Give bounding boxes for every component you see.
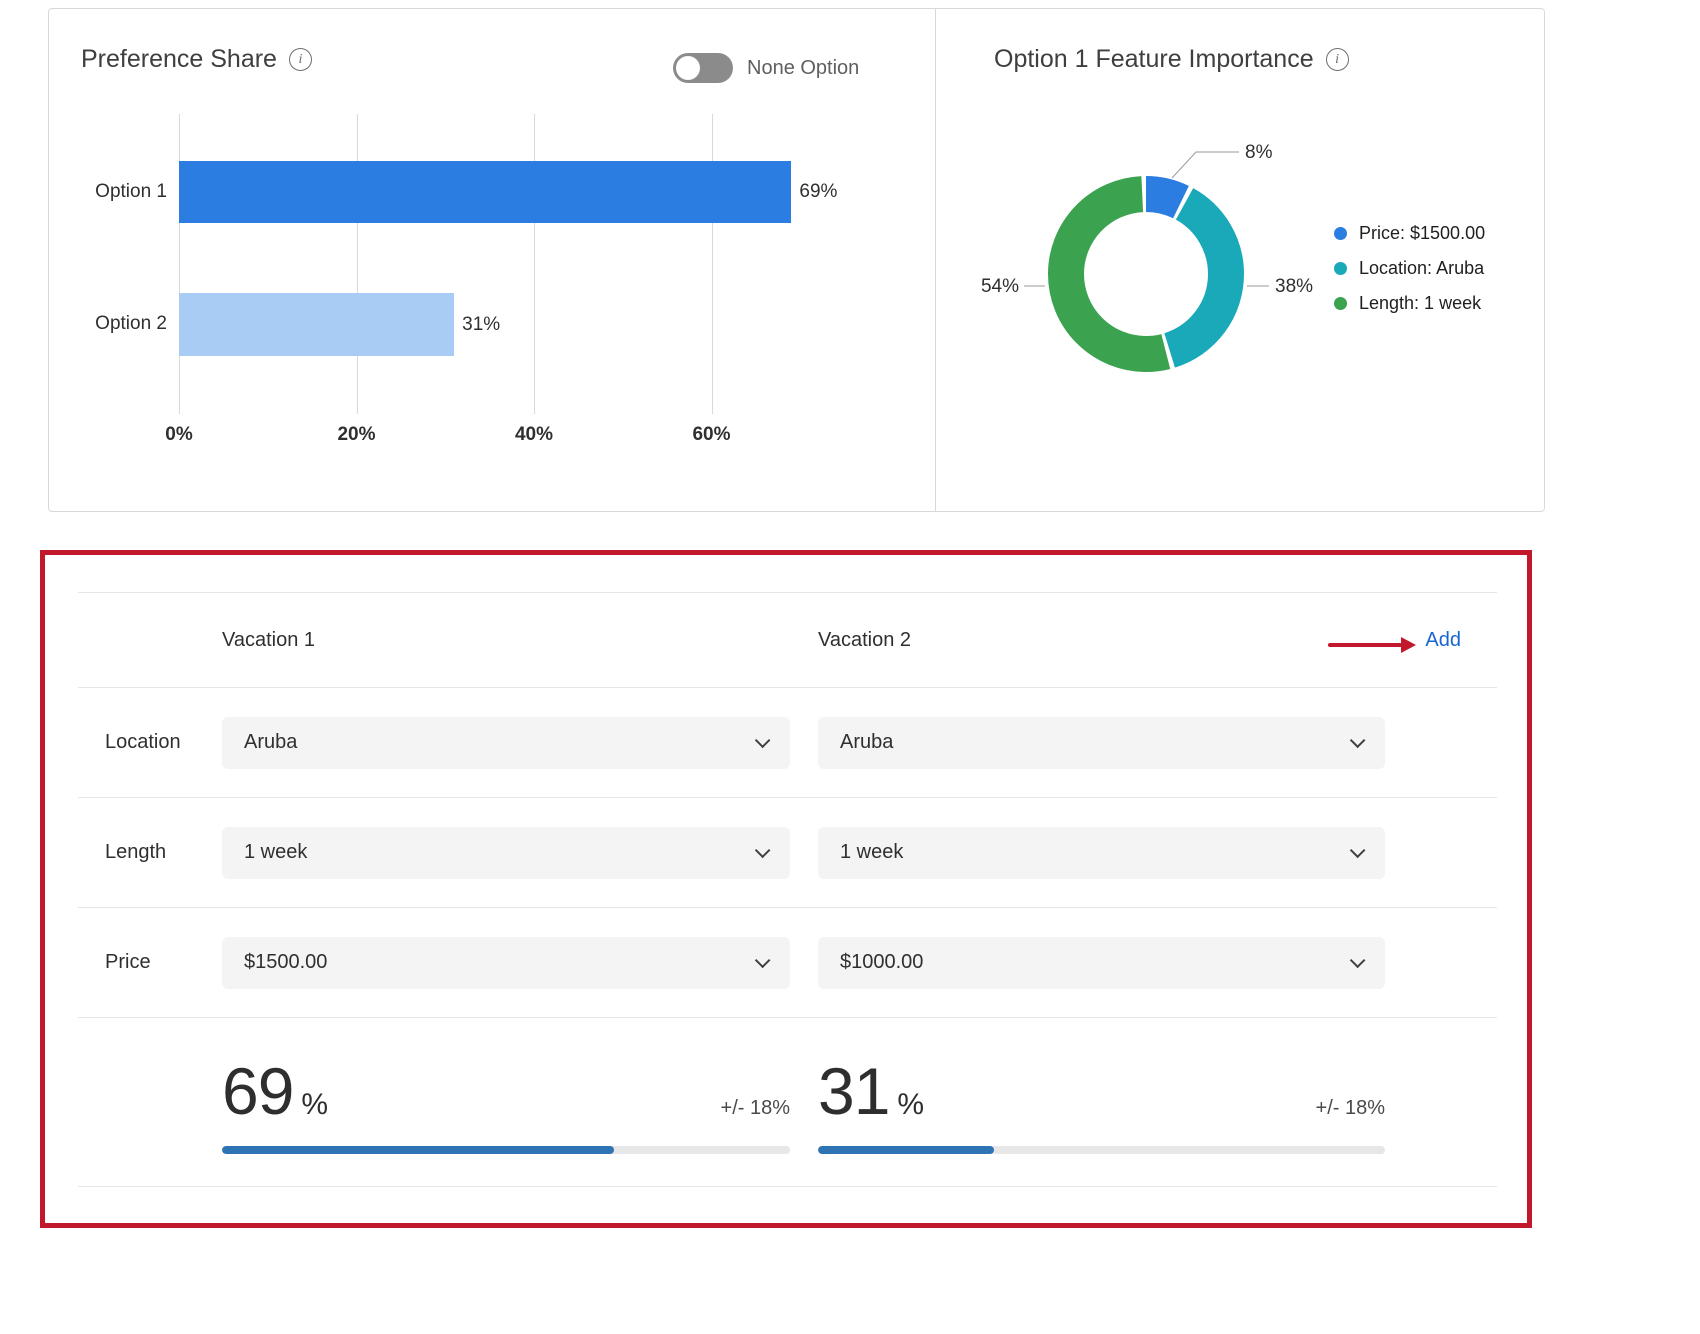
legend-item-price: Price: $1500.00 <box>1334 223 1485 244</box>
arrow-head-icon <box>1401 637 1416 653</box>
select-value: $1500.00 <box>244 951 328 973</box>
column-header-vacation-1: Vacation 1 <box>222 628 316 651</box>
charts-card: Preference Share None Option 69% <box>48 8 1545 512</box>
none-option-label: None Option <box>747 56 860 79</box>
row-length: Length 1 week 1 week <box>78 798 1497 908</box>
margin-of-error: +/- 18% <box>720 1097 790 1119</box>
bar-row-option-2: 31% <box>179 293 889 356</box>
add-option-link[interactable]: Add <box>1425 628 1461 651</box>
row-label-length: Length <box>105 841 167 863</box>
select-value: $1000.00 <box>840 951 924 973</box>
info-icon[interactable] <box>288 48 312 71</box>
comparison-header-row: Vacation 1 Vacation 2 Add <box>78 592 1497 688</box>
location-select-vacation-1[interactable]: Aruba <box>222 716 790 769</box>
results-row: 69 % +/- 18% 31 % +/- 18% <box>78 1018 1497 1187</box>
bar-row-option-1: 69% <box>179 161 889 223</box>
preference-bar-track <box>222 1146 790 1154</box>
legend-item-location: Location: Aruba <box>1334 258 1485 279</box>
margin-of-error: +/- 18% <box>1315 1097 1385 1119</box>
legend-dot-icon <box>1334 297 1347 310</box>
preference-bar-track <box>818 1146 1385 1154</box>
percent-sign: % <box>301 1088 329 1121</box>
legend-dot-icon <box>1334 262 1347 275</box>
vacation-comparison-table: Vacation 1 Vacation 2 Add Location Aruba… <box>78 592 1497 1187</box>
gridline <box>356 114 358 414</box>
arrow-shaft <box>1328 643 1402 647</box>
preference-bar-fill <box>222 1146 614 1154</box>
percent-sign: % <box>897 1088 925 1121</box>
x-tick: 0% <box>165 424 193 445</box>
annotation-arrow <box>1328 637 1416 653</box>
gridline <box>711 114 713 414</box>
preference-share-chart: 69% 31% Option 1 Option 2 0% 20% 40% 60% <box>49 106 936 451</box>
length-select-vacation-2[interactable]: 1 week <box>818 826 1385 879</box>
preference-share-panel: Preference Share None Option 69% <box>49 9 936 511</box>
select-value: Aruba <box>244 731 298 753</box>
chevron-down-icon <box>754 952 771 969</box>
bar-option-2: 31% <box>179 293 500 356</box>
x-tick: 20% <box>337 424 376 445</box>
donut-legend: Price: $1500.00 Location: Aruba Length: … <box>1334 223 1485 328</box>
slice-pct-length: 54% <box>981 276 1019 297</box>
result-vacation-2: 31 % +/- 18% <box>818 1058 1385 1154</box>
x-tick: 40% <box>514 424 554 445</box>
feature-importance-title: Option 1 Feature Importance <box>994 45 1314 73</box>
info-icon[interactable] <box>1325 48 1349 71</box>
preference-share-header: Preference Share <box>81 45 312 74</box>
donut-slice-location <box>1048 176 1244 372</box>
slice-pct-price: 8% <box>1245 142 1273 163</box>
length-select-vacation-1[interactable]: 1 week <box>222 826 790 879</box>
chevron-down-icon <box>1349 732 1366 749</box>
select-value: 1 week <box>244 841 308 863</box>
none-option-toggle[interactable] <box>673 53 733 83</box>
gridline <box>179 114 180 414</box>
toggle-knob-icon <box>676 56 700 80</box>
category-label-option-1: Option 1 <box>95 181 167 202</box>
bar-plot-area: 69% 31% <box>179 114 889 414</box>
select-value: 1 week <box>840 841 904 863</box>
legend-item-length: Length: 1 week <box>1334 293 1485 314</box>
feature-importance-header: Option 1 Feature Importance <box>994 45 1349 74</box>
column-header-vacation-2: Vacation 2 <box>818 628 912 651</box>
x-tick: 60% <box>692 424 731 445</box>
row-location: Location Aruba Aruba <box>78 688 1497 798</box>
preference-value: 69 <box>222 1054 294 1128</box>
select-value: Aruba <box>840 731 894 753</box>
bar-value-label: 31% <box>462 313 501 335</box>
legend-label: Length: 1 week <box>1359 293 1482 313</box>
row-label-price: Price <box>105 951 151 973</box>
legend-dot-icon <box>1334 227 1347 240</box>
chevron-down-icon <box>754 842 771 859</box>
legend-label: Price: $1500.00 <box>1359 223 1486 243</box>
chevron-down-icon <box>754 732 771 749</box>
donut-slice-length <box>1048 176 1244 372</box>
donut-slice-price <box>1048 176 1244 372</box>
feature-importance-donut: 8% 38% 54% <box>981 142 1313 372</box>
preference-value: 31 <box>818 1054 890 1128</box>
row-price: Price $1500.00 $1000.00 <box>78 908 1497 1018</box>
callout-line <box>1171 151 1239 179</box>
x-axis: 0% 20% 40% 60% <box>165 424 889 448</box>
bar-option-1: 69% <box>179 161 837 223</box>
annotation-highlight-box: Vacation 1 Vacation 2 Add Location Aruba… <box>40 550 1532 1228</box>
gridline <box>534 114 535 414</box>
feature-importance-panel: Option 1 Feature Importance 8% 38% 54% <box>936 9 1544 511</box>
bar-value-label: 69% <box>799 181 838 202</box>
preference-share-title: Preference Share <box>81 45 277 73</box>
price-select-vacation-1[interactable]: $1500.00 <box>222 936 790 989</box>
price-select-vacation-2[interactable]: $1000.00 <box>818 936 1385 989</box>
category-label-option-2: Option 2 <box>95 313 167 334</box>
chevron-down-icon <box>1349 952 1366 969</box>
result-vacation-1: 69 % +/- 18% <box>222 1058 818 1154</box>
slice-pct-location: 38% <box>1275 276 1313 297</box>
row-label-location: Location <box>105 731 181 753</box>
none-option-control: None Option <box>673 53 859 83</box>
chevron-down-icon <box>1349 842 1366 859</box>
location-select-vacation-2[interactable]: Aruba <box>818 716 1385 769</box>
legend-label: Location: Aruba <box>1359 258 1485 278</box>
preference-bar-fill <box>818 1146 994 1154</box>
